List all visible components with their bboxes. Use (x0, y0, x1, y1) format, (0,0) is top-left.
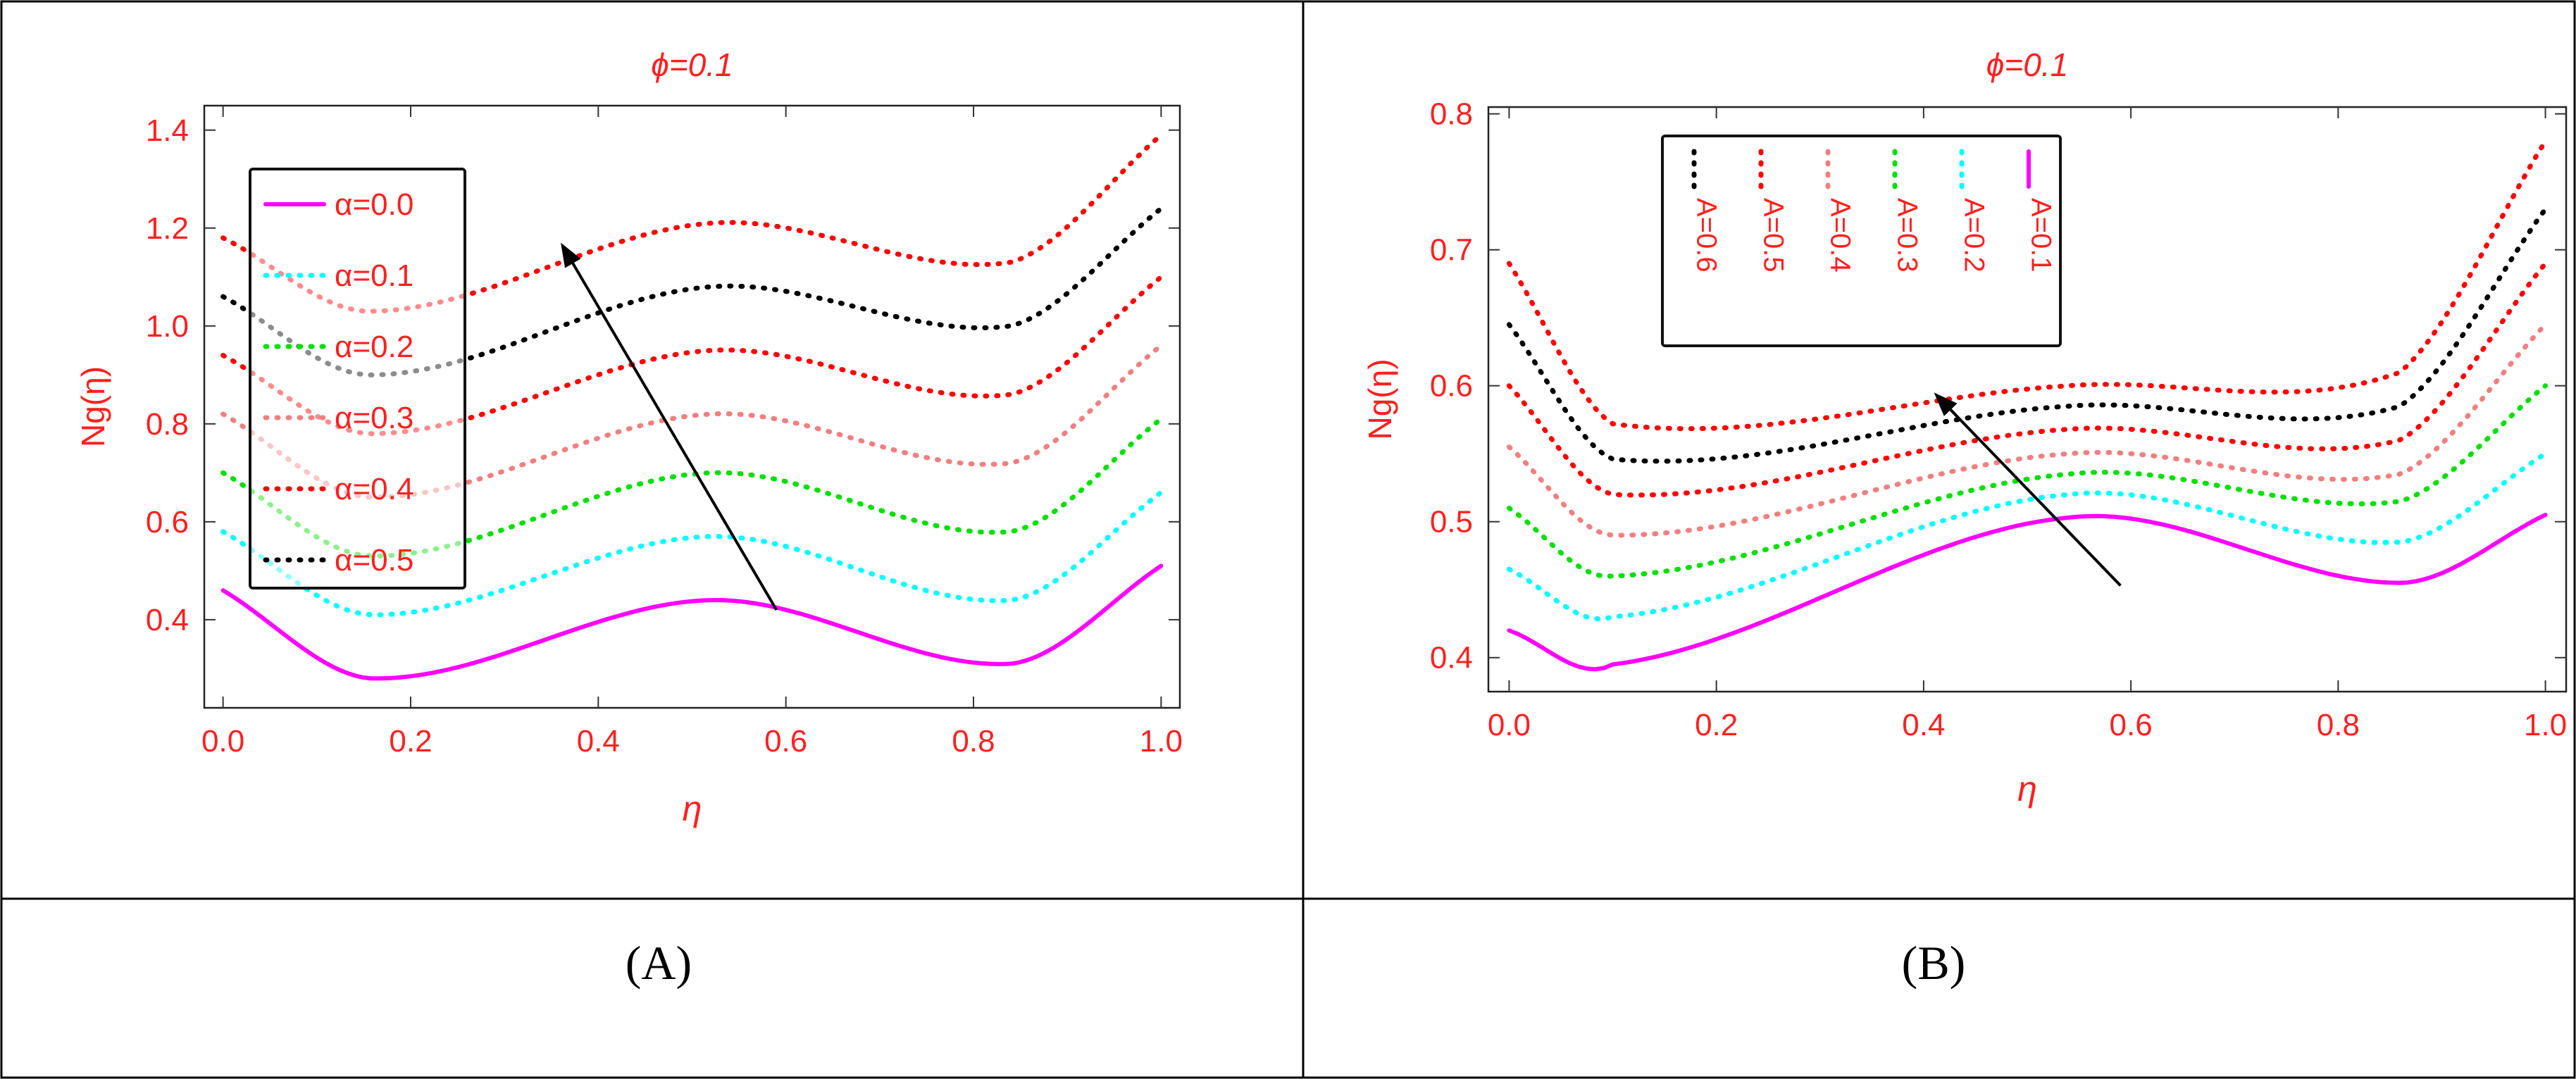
panel-b-y-tick-label: 0.6 (1430, 369, 1473, 404)
panel-b-x-tick-label: 0.2 (1695, 708, 1738, 742)
panel-b-legend-label: A=0.2 (1958, 198, 1989, 273)
panel-b-y-tick-label: 0.5 (1430, 505, 1473, 540)
panel-a-legend-label: α=0.3 (335, 401, 413, 435)
panel-a-legend-label: α=0.1 (335, 258, 413, 293)
panel-a-y-tick-label: 0.4 (146, 603, 189, 637)
caption-b: (B) (1902, 936, 1966, 990)
panel-b-x-tick-label: 0.8 (2317, 708, 2360, 742)
panel-b-trend-arrow-shaft (1949, 408, 2122, 587)
panel-a-x-tick-label: 0.2 (389, 724, 432, 759)
panel-a-legend-label: α=0.4 (335, 472, 413, 506)
panel-b-series-line-1 (1506, 451, 2549, 622)
panel-a-x-tick-label: 0.6 (764, 724, 807, 759)
panel-a-chart: ϕ=0.1 0.0 0.2 0.4 0.6 0.8 1.0 0.4 0.6 0.8 1.0 1.2 1.… (75, 46, 1183, 828)
panel-b-series-line-2 (1506, 383, 2549, 579)
panel-b-x-tick-label: 1.0 (2524, 708, 2567, 742)
panel-b-series-line-5 (1506, 206, 2549, 464)
panel-a-y-tick-label: 1.4 (146, 113, 189, 148)
panel-a-legend-label: α=0.2 (335, 330, 413, 364)
panel-a-y-tick-label: 1.0 (146, 309, 189, 344)
panel-b-chart: ϕ=0.1 0.0 0.2 0.4 0.6 0.8 1.0 0.4 0.5 0.6 0.7 0.8 η N… (1362, 46, 2568, 809)
panel-a-legend-box (249, 168, 466, 590)
panel-b-legend-label: A=0.3 (1891, 198, 1922, 273)
panel-b-legend-label: A=0.1 (2025, 198, 2056, 273)
panel-b-trend-arrow-head (1934, 392, 1958, 416)
panel-a-trend-arrow-shaft (571, 262, 778, 611)
panel-a-x-axis-label: η (683, 789, 702, 828)
panel-a-x-tick-label: 1.0 (1140, 724, 1183, 759)
panel-a-x-tick-label: 0.8 (952, 724, 995, 759)
panel-b-legend-label: A=0.6 (1691, 198, 1722, 273)
panel-a-y-axis-label: Ng(η) (75, 366, 111, 447)
panel-a-y-tick-label: 0.6 (146, 505, 189, 540)
panel-b-x-tick-label: 0.0 (1488, 708, 1531, 742)
panel-b-series-line-0 (1507, 513, 2548, 672)
panel-b-legend-label: A=0.5 (1757, 198, 1788, 273)
panel-b-x-axis-label: η (2017, 769, 2037, 809)
panel-a-title: ϕ=0.1 (651, 46, 733, 83)
panel-a-x-tick-label: 0.0 (201, 724, 244, 759)
panel-b-y-tick-label: 0.7 (1430, 233, 1473, 268)
panel-a-y-tick-label: 1.2 (146, 211, 189, 246)
panel-b-series-line-6 (1506, 138, 2549, 432)
panel-b-x-tick-label: 0.6 (2110, 708, 2153, 742)
panel-b-title: ϕ=0.1 (1986, 46, 2068, 83)
panel-a-series-line-0 (220, 563, 1164, 681)
panel-a-series-line-1 (220, 489, 1164, 618)
panel-b-x-tick-label: 0.4 (1902, 708, 1945, 742)
panel-a-y-tick-label: 0.8 (146, 407, 189, 442)
panel-a-x-tick-label: 0.4 (577, 724, 620, 759)
panel-b-y-tick-label: 0.4 (1430, 641, 1473, 675)
panel-a-legend-label: α=0.0 (335, 187, 413, 222)
panel-a-plot-frame (203, 104, 1181, 709)
caption-a: (A) (626, 936, 692, 990)
panel-a-legend-label: α=0.5 (335, 543, 413, 578)
panel-b-y-axis-label: Ng(η) (1362, 358, 1398, 439)
panel-b-y-tick-label: 0.8 (1430, 97, 1473, 132)
panel-a-trend-arrow-head (561, 242, 581, 268)
panel-b-plot-frame (1487, 106, 2568, 693)
panel-b-legend-label: A=0.4 (1824, 198, 1855, 273)
panel-b-series-line-3 (1506, 322, 2549, 538)
